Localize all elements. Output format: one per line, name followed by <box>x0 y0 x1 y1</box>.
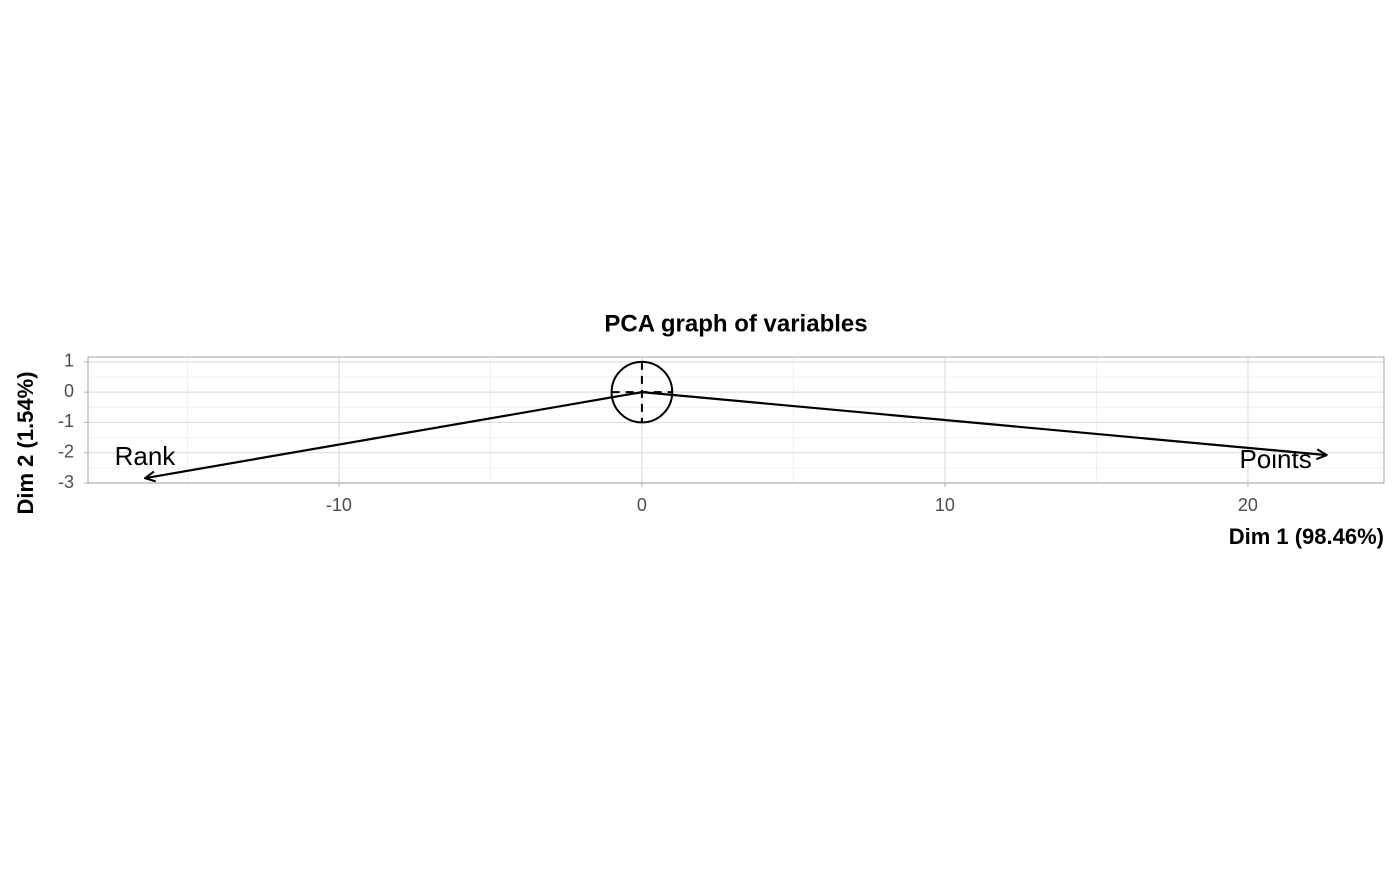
variable-label: Rank <box>115 441 177 471</box>
x-tick-label: 10 <box>935 495 955 515</box>
variable-arrow <box>145 391 643 478</box>
variable-arrow <box>641 391 1327 455</box>
panel-border <box>87 356 1385 484</box>
variable-label: Points <box>1239 444 1311 474</box>
y-tick-label: 0 <box>64 381 74 401</box>
y-tick-label: -2 <box>58 441 74 461</box>
y-tick-label: -1 <box>58 411 74 431</box>
x-tick-label: 0 <box>637 495 647 515</box>
y-tick-label: -3 <box>58 472 74 492</box>
x-tick-label: 20 <box>1238 495 1258 515</box>
chart-title: PCA graph of variables <box>604 310 867 337</box>
x-axis-title: Dim 1 (98.46%) <box>1229 524 1384 549</box>
y-axis-title: Dim 2 (1.54%) <box>13 371 38 514</box>
y-tick-label: 1 <box>64 351 74 371</box>
x-tick-label: -10 <box>326 495 352 515</box>
